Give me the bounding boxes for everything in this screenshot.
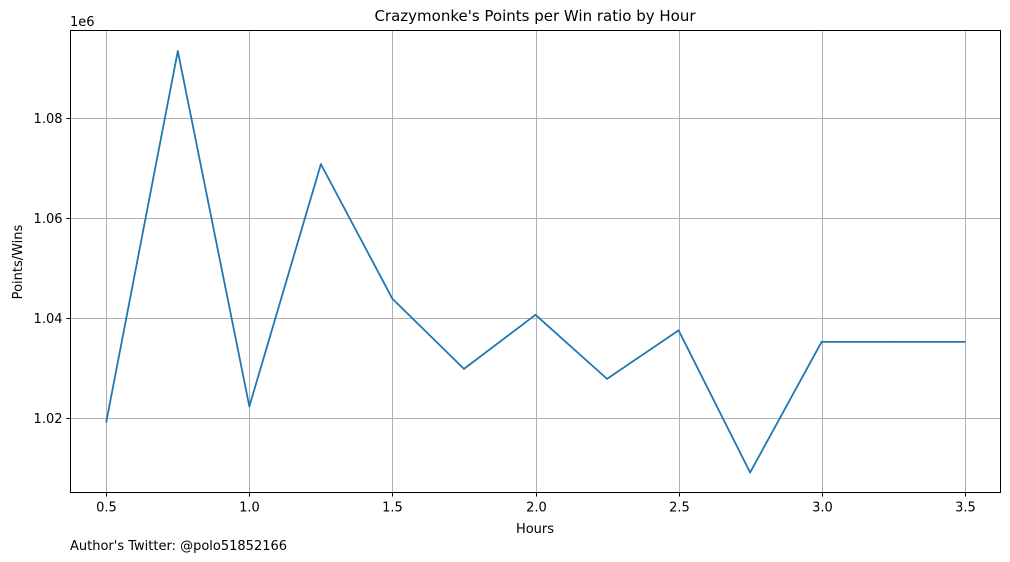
data-point <box>391 297 394 300</box>
author-footnote: Author's Twitter: @polo51852166 <box>70 539 287 554</box>
grid <box>70 30 1001 493</box>
data-point <box>749 471 752 474</box>
x-tick-label: 2.5 <box>669 501 690 516</box>
x-tick-label: 1.5 <box>382 501 403 516</box>
data-point <box>606 377 608 380</box>
y-tick-label: 1.08 <box>34 112 63 127</box>
series-line <box>105 50 965 474</box>
data-point <box>677 329 680 332</box>
x-tick-label: 3.5 <box>955 501 976 516</box>
chart-title: Crazymonke's Points per Win ratio by Hou… <box>374 7 696 25</box>
y-offset-label: 1e6 <box>70 15 95 30</box>
y-tick-label: 1.04 <box>34 312 63 327</box>
axes-frame <box>70 30 1001 493</box>
data-point <box>534 313 537 316</box>
data-point <box>248 405 251 408</box>
data-point <box>463 367 465 370</box>
x-tick-label: 1.0 <box>239 501 260 516</box>
x-axis-label: Hours <box>516 522 554 537</box>
data-point <box>105 421 108 423</box>
data-point <box>963 340 966 343</box>
x-axis: 0.5 1.0 1.5 2.0 2.5 3.0 3.5 <box>96 492 976 516</box>
plot-area <box>105 50 966 474</box>
y-axis: 1.02 1.04 1.06 1.08 <box>34 112 71 427</box>
x-tick-label: 2.0 <box>526 501 547 516</box>
y-tick-label: 1.06 <box>34 212 63 227</box>
y-tick-label: 1.02 <box>34 412 63 427</box>
data-point <box>892 340 895 343</box>
data-point <box>176 50 179 52</box>
data-point <box>820 340 823 343</box>
data-point <box>319 163 322 166</box>
y-axis-label: Points/Wins <box>11 224 26 299</box>
x-tick-label: 3.0 <box>812 501 833 516</box>
x-tick-label: 0.5 <box>96 501 117 516</box>
